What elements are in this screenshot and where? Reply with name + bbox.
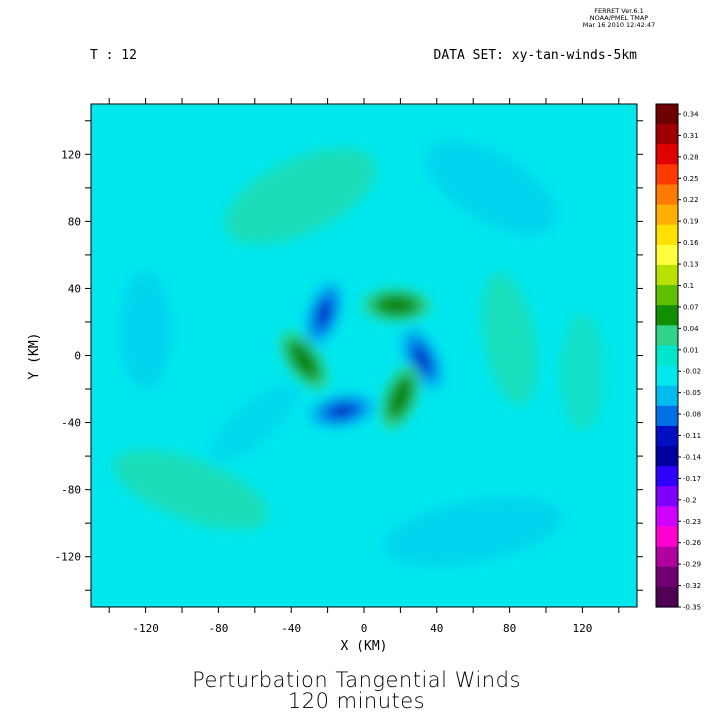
colorbar-label: 0.04 [683,325,699,333]
time-label: T : 12 [90,48,137,63]
colorbar-swatch [656,466,678,487]
colorbar-swatch [656,264,678,286]
field-band [224,148,377,245]
colorbar-swatch [656,224,678,246]
y-axis-title: Y (KM) [27,333,42,380]
colorbar-swatch [656,365,678,387]
lobe-core [394,386,407,409]
colorbar-swatch [656,184,678,206]
y-tick-label: -120 [55,551,82,564]
field-band [211,384,299,461]
y-tick-label: -40 [61,417,81,430]
x-tick-label: 80 [503,622,516,635]
vortex-lobe [280,331,328,390]
colorbar-label: 0.25 [683,175,699,183]
colorbar-label: 0.1 [683,282,694,290]
x-tick-label: -120 [132,622,159,635]
field-layer [113,141,605,566]
colorbar-label: -0.2 [683,496,697,504]
lobe-core [329,404,356,418]
stamp-line-3: Mar 16 2010 12:42:47 [582,21,656,29]
colorbar-swatch [656,405,678,427]
colorbar-swatch [656,325,678,347]
colorbar-label: -0.23 [683,518,701,526]
x-tick-label: -40 [281,622,301,635]
chart-subtitle: 120 minutes [287,689,426,713]
colorbar-label: 0.07 [683,303,699,311]
colorbar-swatch [656,144,678,165]
colorbar-label: 0.28 [683,153,699,161]
lobe-core [295,350,312,371]
colorbar-label: -0.14 [683,453,702,461]
vortex-lobe [308,394,376,428]
y-tick-label: 0 [74,350,81,363]
colorbar-swatch [656,546,678,568]
axis-ticks: -120 -80 -40 0 40 80 120 -120 -80 -40 0 40 80 120 [55,98,643,635]
field-band [113,449,269,530]
colorbar-label: -0.08 [683,411,701,419]
colorbar-swatch [656,345,678,367]
lobe-core [316,301,332,327]
x-tick-label: -80 [208,622,228,635]
colorbar-swatch [656,486,678,507]
colorbar-label: 0.22 [683,196,699,204]
field-band [560,313,605,432]
colorbar-swatch [656,446,678,467]
colorbar-label: 0.13 [683,261,699,269]
colorbar-label: 0.01 [683,346,699,354]
colorbar-label: -0.32 [683,582,701,590]
vortex-lobe [401,327,444,391]
colorbar-label: -0.26 [683,539,702,547]
colorbar-label: 0.34 [683,111,699,119]
colorbar-swatch [656,385,678,407]
vortex-lobe [362,289,431,322]
colorbar-swatch [656,506,678,528]
ferret-stamp: FERRET Ver.6.1 NOAA/PMEL TMAP Mar 16 201… [560,8,678,29]
y-tick-label: 120 [61,148,81,161]
vortex-lobe [305,280,343,347]
field-band [426,141,557,235]
colorbar-swatch [656,124,678,145]
field-band [383,497,563,566]
colorbar-frame [655,103,679,608]
colorbar-swatch [656,285,678,306]
colorbar-swatch [656,566,678,588]
y-tick-label: 40 [68,282,81,295]
chart-title: Perturbation Tangential Winds [192,668,521,692]
colorbar-swatch [656,425,678,447]
colorbar-swatch [656,586,678,608]
stamp-line-1: FERRET Ver.6.1 [594,7,644,15]
colorbar-swatch [656,164,678,186]
colorbar-label: -0.05 [683,389,701,397]
x-tick-label: 40 [430,622,443,635]
lobe-core [384,300,409,311]
colorbar-label: -0.02 [683,368,701,376]
colorbar-swatch [656,526,678,548]
field-band [120,271,172,390]
colorbar-label: 0.16 [683,239,699,247]
x-tick-label: 0 [361,622,368,635]
colorbar: 0.34 0.31 0.28 0.25 0.22 0.19 0.16 0.13 0.1 0.07 0… [655,103,702,612]
vortex-lobe [381,365,420,430]
dataset-label: DATA SET: xy-tan-winds-5km [433,48,638,63]
colorbar-label: 0.31 [683,132,699,140]
stamp-line-2: NOAA/PMEL TMAP [589,14,649,22]
colorbar-label: -0.35 [683,604,701,612]
field-smooth [113,141,605,566]
colorbar-label: 0.19 [683,218,699,226]
colorbar-swatch [656,244,678,266]
x-axis-title: X (KM) [341,639,388,654]
field-band [481,272,538,406]
colorbar-swatch [656,104,678,125]
y-tick-label: 80 [68,215,81,228]
colorbar-swatch [656,305,678,326]
colorbar-label: -0.29 [683,561,701,569]
lobe-core [414,346,431,371]
colorbar-label: -0.11 [683,432,701,440]
x-tick-label: 120 [572,622,592,635]
colorbar-swatch [656,204,678,226]
colorbar-label: -0.17 [683,475,701,483]
y-tick-label: -80 [61,484,81,497]
